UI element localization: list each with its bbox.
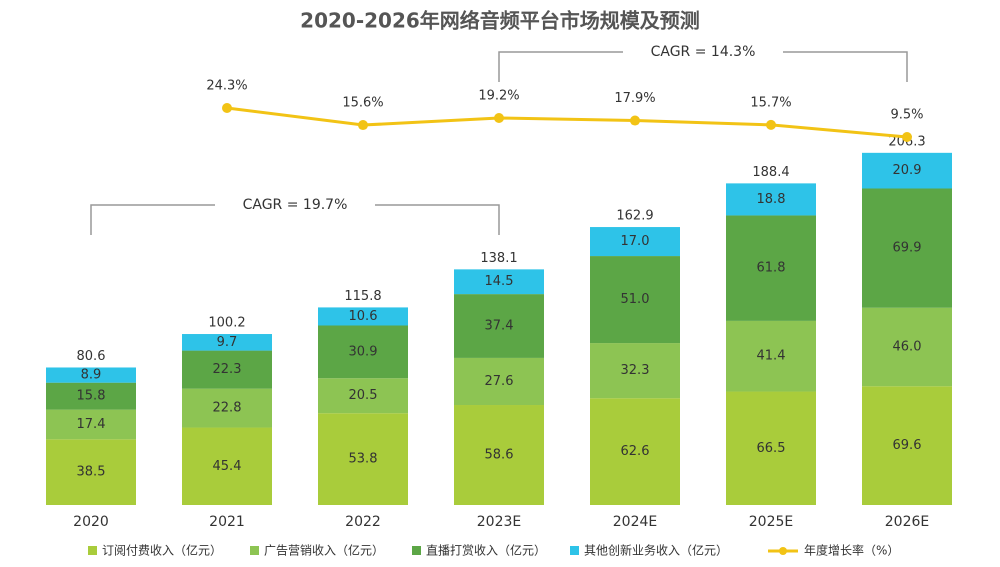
bar-segment — [318, 413, 408, 505]
legend-swatch — [412, 546, 421, 555]
bar-segment — [726, 320, 816, 392]
x-tick-label: 2025E — [749, 514, 793, 530]
growth-point — [630, 115, 640, 126]
cagr-label: CAGR = 19.7% — [243, 197, 348, 213]
bar-segment — [862, 386, 952, 505]
data-label: 20.5 — [349, 388, 378, 403]
data-label: 62.6 — [621, 444, 650, 459]
x-tick-label: 2021 — [209, 514, 245, 530]
total-label: 100.2 — [208, 316, 245, 331]
legend-label: 直播打赏收入（亿元） — [426, 543, 546, 558]
bar-segment — [182, 388, 272, 428]
data-label: 41.4 — [757, 349, 786, 364]
data-label: 8.9 — [81, 368, 102, 383]
bar-segment — [454, 294, 544, 358]
legend-swatch — [88, 546, 97, 555]
bar-segment — [46, 409, 136, 440]
bar-segment — [862, 188, 952, 308]
growth-label: 15.7% — [750, 95, 791, 110]
legend-swatch — [570, 546, 579, 555]
data-label: 58.6 — [485, 448, 514, 463]
data-label: 66.5 — [757, 441, 786, 456]
bar-segment — [590, 343, 680, 399]
x-tick-label: 2022 — [345, 514, 381, 530]
data-label: 61.8 — [757, 261, 786, 276]
x-tick-label: 2023E — [477, 514, 521, 530]
bar-segment — [590, 256, 680, 344]
data-label: 22.8 — [213, 401, 242, 416]
data-label: 51.0 — [621, 292, 650, 307]
growth-label: 9.5% — [890, 108, 923, 123]
bar-segment — [46, 382, 136, 410]
bar-segment — [454, 269, 544, 295]
x-tick-label: 2024E — [613, 514, 657, 530]
growth-point — [494, 112, 504, 123]
growth-label: 24.3% — [206, 79, 247, 94]
data-label: 69.9 — [893, 241, 922, 256]
data-label: 37.4 — [485, 319, 514, 334]
total-label: 138.1 — [480, 251, 517, 266]
bar-segment — [318, 307, 408, 326]
legend-label: 其他创新业务收入（亿元） — [584, 543, 728, 558]
growth-label: 17.9% — [614, 91, 655, 106]
growth-point — [766, 119, 776, 130]
growth-point — [902, 132, 912, 142]
bar-segment — [726, 215, 816, 321]
bar-segment — [318, 325, 408, 379]
total-label: 115.8 — [344, 289, 381, 304]
bar-segment — [726, 391, 816, 505]
growth-point — [358, 120, 368, 131]
data-label: 46.0 — [893, 340, 922, 355]
x-tick-label: 2026E — [885, 514, 929, 530]
total-label: 162.9 — [616, 209, 653, 224]
bar-segment — [46, 439, 136, 505]
bar-segment — [862, 152, 952, 189]
chart-title: 2020-2026年网络音频平台市场规模及预测 — [300, 9, 700, 33]
data-label: 9.7 — [217, 335, 238, 350]
total-label: 188.4 — [752, 165, 789, 180]
cagr-bracket — [498, 51, 908, 82]
growth-label: 15.6% — [342, 96, 383, 111]
legend-point — [779, 547, 787, 555]
legend-label: 年度增长率（%） — [804, 543, 899, 558]
bar-segment — [726, 183, 816, 216]
data-label: 30.9 — [349, 344, 378, 359]
bar-segment — [590, 227, 680, 257]
data-label: 15.8 — [77, 389, 106, 404]
bar-segment — [182, 427, 272, 505]
bar-segment — [454, 405, 544, 505]
data-label: 10.6 — [349, 309, 378, 324]
bar-segment — [454, 357, 544, 406]
legend-label: 广告营销收入（亿元） — [264, 543, 384, 558]
data-label: 22.3 — [213, 362, 242, 377]
bar-segment — [46, 367, 136, 383]
legend-label: 订阅付费收入（亿元） — [102, 543, 222, 558]
growth-line — [226, 106, 908, 139]
data-label: 32.3 — [621, 363, 650, 378]
data-label: 38.5 — [77, 465, 106, 480]
x-tick-label: 2020 — [73, 514, 109, 530]
growth-point — [222, 103, 232, 113]
cagr-label: CAGR = 14.3% — [651, 44, 756, 60]
data-label: 53.8 — [349, 452, 378, 467]
data-label: 18.8 — [757, 192, 786, 207]
data-label: 69.6 — [893, 438, 922, 453]
growth-label: 19.2% — [478, 88, 519, 103]
legend-swatch — [250, 546, 259, 555]
data-label: 14.5 — [485, 274, 514, 289]
data-label: 17.4 — [77, 417, 106, 432]
bar-segment — [590, 398, 680, 505]
bar-segment — [182, 350, 272, 389]
data-label: 20.9 — [893, 163, 922, 178]
total-label: 80.6 — [77, 349, 106, 364]
bar-segment — [862, 307, 952, 387]
bar-segment — [182, 334, 272, 351]
data-label: 27.6 — [485, 374, 514, 389]
data-label: 45.4 — [213, 459, 242, 474]
bar-segment — [318, 378, 408, 414]
data-label: 17.0 — [621, 234, 650, 249]
cagr-bracket — [90, 204, 500, 235]
